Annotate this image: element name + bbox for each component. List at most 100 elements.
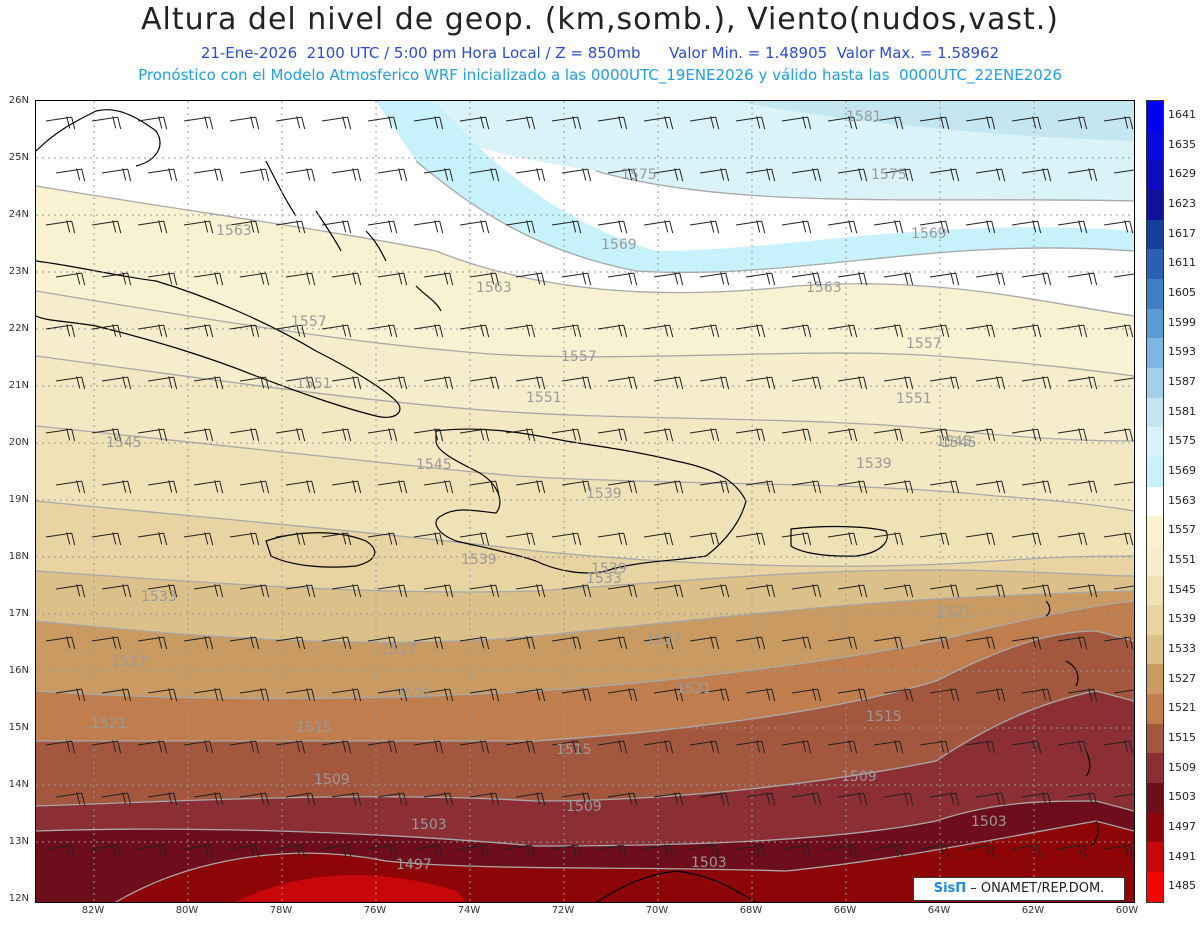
wind-barb — [689, 532, 720, 546]
wind-barb — [929, 792, 960, 806]
wind-barb — [101, 376, 132, 390]
colorbar-swatch — [1147, 812, 1163, 843]
wind-barb — [137, 116, 168, 130]
forecast-map[interactable]: 1581 1575 1575 1569 1569 1563 1563 1563 1557 1557… — [35, 100, 1135, 903]
wind-barb — [91, 844, 122, 858]
wind-barb — [469, 584, 500, 598]
contour-label: 1545 — [416, 457, 452, 473]
wind-barb — [873, 532, 904, 546]
colorbar-swatch — [1147, 486, 1163, 517]
wind-barb — [965, 844, 996, 858]
wind-barb — [689, 324, 720, 338]
wind-barb — [285, 168, 316, 182]
wind-barb — [791, 168, 822, 182]
wind-barb — [367, 220, 398, 234]
lat-tick-17n: 17N — [8, 608, 29, 619]
wind-barb — [505, 220, 536, 234]
wind-barb — [137, 740, 168, 754]
hispaniola-coastline — [435, 428, 747, 574]
wind-barb — [827, 428, 858, 442]
contour-label: 1509 — [566, 799, 602, 815]
wind-barb — [1067, 168, 1098, 182]
colorbar-label: 1521 — [1168, 701, 1196, 715]
contour-label: 1503 — [971, 814, 1007, 830]
wind-barb — [183, 324, 214, 338]
wind-barb — [689, 740, 720, 754]
lon-tick-80w: 80W — [175, 905, 199, 916]
lon-tick-82w: 82W — [81, 905, 105, 916]
wind-barb — [459, 324, 490, 338]
wind-barb — [597, 324, 628, 338]
colorbar-label: 1605 — [1168, 285, 1196, 299]
wind-barb — [1067, 376, 1098, 390]
wind-barb — [551, 220, 582, 234]
wind-barb — [229, 220, 260, 234]
wind-barb — [1057, 636, 1088, 650]
wind-barb — [193, 480, 224, 494]
wind-barb — [873, 428, 904, 442]
wind-barb — [1113, 377, 1134, 382]
wind-barb — [55, 792, 86, 806]
colorbar-swatch — [1147, 575, 1163, 606]
wind-barb — [101, 480, 132, 494]
contour-label: 1575 — [871, 167, 907, 183]
wind-barb — [689, 428, 720, 442]
wind-barb — [837, 480, 868, 494]
colorbar-label: 1587 — [1168, 374, 1196, 388]
wind-barb — [689, 116, 720, 130]
brand-logo: SisΠ — [933, 881, 967, 896]
colorbar-swatch — [1147, 427, 1163, 457]
wind-barb — [781, 116, 812, 130]
wind-barb — [331, 584, 362, 598]
wind-barb — [551, 428, 582, 442]
wind-barb — [229, 428, 260, 442]
wind-barb — [137, 532, 168, 546]
colorbar-swatch — [1147, 130, 1163, 161]
wind-barb — [837, 688, 868, 702]
wind-barb — [791, 272, 822, 286]
wind-barb — [781, 844, 812, 858]
wind-barb — [331, 792, 362, 806]
wind-barb — [551, 844, 582, 858]
wind-barb — [1021, 376, 1052, 390]
lat-tick-14n: 14N — [8, 779, 29, 790]
wind-barb — [137, 844, 168, 858]
wind-barb — [515, 168, 546, 182]
contour-label: 1545 — [106, 435, 142, 451]
wind-barb — [607, 688, 638, 702]
wind-barb — [919, 636, 950, 650]
wind-barb — [45, 220, 76, 234]
wind-barb — [827, 324, 858, 338]
wind-barb — [459, 636, 490, 650]
wind-barb — [873, 324, 904, 338]
wind-barb — [91, 428, 122, 442]
wind-barb — [929, 688, 960, 702]
lon-tick-74w: 74W — [457, 905, 481, 916]
colorbar-swatch — [1147, 842, 1163, 873]
wind-barb — [101, 688, 132, 702]
colorbar-swatch — [1147, 160, 1163, 190]
wind-barb — [239, 688, 270, 702]
wind-barb — [377, 688, 408, 702]
contour-label: 1575 — [621, 167, 657, 183]
wind-barb — [1011, 220, 1042, 234]
wind-barb — [239, 168, 270, 182]
south-america-coastline — [595, 870, 757, 902]
colorbar-swatch — [1147, 872, 1163, 902]
wind-barb — [1021, 688, 1052, 702]
wind-barb — [653, 480, 684, 494]
wind-barb — [929, 168, 960, 182]
wind-barb — [965, 324, 996, 338]
wind-barb — [551, 324, 582, 338]
wind-barb — [275, 844, 306, 858]
band-1581 — [596, 101, 1134, 141]
wind-barb — [505, 116, 536, 130]
wind-barb — [653, 688, 684, 702]
wind-barb — [699, 792, 730, 806]
wind-barb — [147, 272, 178, 286]
wind-barb — [367, 116, 398, 130]
wind-barb — [367, 324, 398, 338]
lat-tick-25n: 25N — [8, 152, 29, 163]
wind-barb — [919, 844, 950, 858]
contour-label: 1569 — [601, 237, 637, 253]
